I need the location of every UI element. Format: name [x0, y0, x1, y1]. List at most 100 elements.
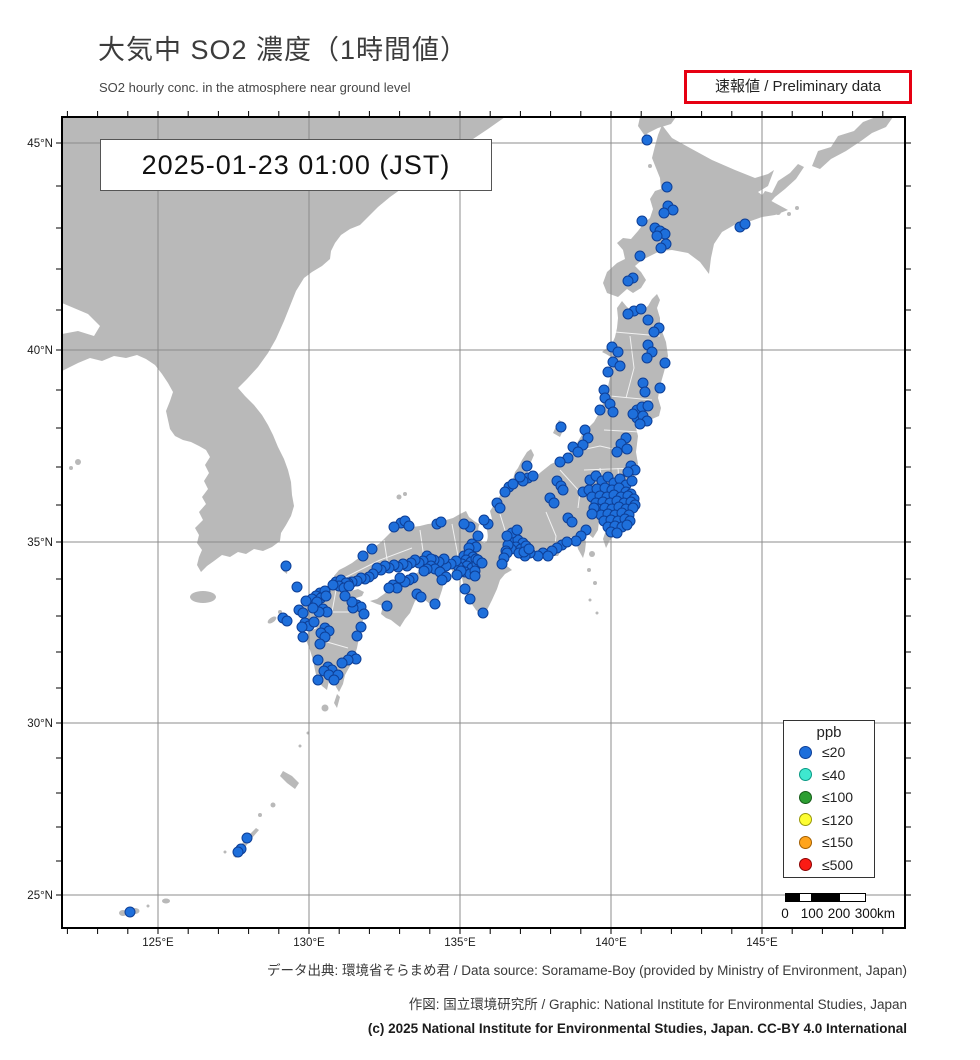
station-dot [641, 352, 653, 364]
station-dot [566, 516, 578, 528]
station-dot [383, 582, 395, 594]
scale-bar: 0 100 200 300 km [781, 893, 925, 935]
station-dot [435, 516, 447, 528]
legend-color-dot [799, 745, 812, 759]
station-dot [611, 446, 623, 458]
land-izu-islands [587, 568, 591, 572]
station-dot [351, 630, 363, 642]
map-frame [61, 116, 906, 929]
svg-text:135°E: 135°E [444, 937, 476, 949]
station-dot [281, 615, 293, 627]
legend-row: ≤120 [784, 809, 874, 832]
station-dot [658, 207, 670, 219]
scale-bar-labels: 0 100 200 300 km [781, 906, 925, 924]
station-dot [739, 218, 751, 230]
station-dot [607, 406, 619, 418]
land-yakushima [321, 704, 329, 712]
land-goto [267, 616, 277, 624]
station-dot [358, 608, 370, 620]
legend-color-dot [799, 790, 812, 804]
station-dot [602, 366, 614, 378]
station-dot [635, 303, 647, 315]
station-dot [642, 400, 654, 412]
page-title: 大気中 SO2 濃度（1時間値） [98, 35, 469, 65]
station-dot [464, 593, 476, 605]
land-shikoku [370, 567, 448, 627]
land-habomai [787, 212, 791, 216]
station-dot [355, 621, 367, 633]
land-okinoerabu [258, 813, 262, 817]
scale-bar-tick-label: 300 [854, 906, 878, 921]
legend-color-dot [799, 858, 812, 872]
station-dot [328, 674, 340, 686]
station-dot [555, 421, 567, 433]
station-dot [327, 579, 339, 591]
station-dot [622, 466, 634, 478]
station-dot [622, 308, 634, 320]
land-izu-islands [595, 611, 599, 615]
station-dot [394, 572, 406, 584]
legend-row: ≤150 [784, 831, 874, 854]
station-dot [451, 569, 463, 581]
station-dot [459, 583, 471, 595]
svg-text:45°N: 45°N [27, 138, 53, 150]
station-dot [291, 581, 303, 593]
legend-row-label: ≤20 [822, 744, 846, 761]
station-dots-layer [124, 134, 751, 918]
station-dot [642, 314, 654, 326]
land-honshu [334, 294, 668, 617]
station-dot [346, 596, 358, 608]
station-dot [586, 508, 598, 520]
land-miyako [162, 898, 170, 904]
station-dot [636, 215, 648, 227]
station-dot [561, 536, 573, 548]
land-kunashir [757, 164, 804, 206]
station-dot [388, 521, 400, 533]
station-dot [403, 520, 415, 532]
page-subtitle: SO2 hourly conc. in the atmosphere near … [99, 80, 411, 95]
station-dot [614, 360, 626, 372]
station-dot [472, 530, 484, 542]
station-dot [621, 443, 633, 455]
land-kerama [223, 850, 227, 854]
station-dot [241, 832, 253, 844]
station-dot [514, 471, 526, 483]
station-dot [648, 326, 660, 338]
station-dot [476, 557, 488, 569]
scale-bar-tick-label: 100 [800, 906, 824, 921]
legend-row: ≤20 [784, 741, 874, 764]
legend-color-dot [799, 813, 812, 827]
station-dot [307, 602, 319, 614]
land-islet [75, 459, 81, 465]
station-dot [572, 446, 584, 458]
station-dot [297, 631, 309, 643]
station-dot [232, 846, 244, 858]
station-dot [124, 906, 136, 918]
svg-text:130°E: 130°E [293, 937, 325, 949]
station-dot [548, 497, 560, 509]
land-islet [69, 466, 73, 470]
land-izu-islands [593, 581, 597, 585]
station-dot [300, 595, 312, 607]
station-dot [621, 519, 633, 531]
svg-text:25°N: 25°N [27, 890, 53, 902]
station-dot [436, 574, 448, 586]
station-dot [594, 404, 606, 416]
svg-text:145°E: 145°E [746, 937, 778, 949]
legend-row: ≤500 [784, 854, 874, 877]
tick-layer [56, 111, 911, 934]
station-dot [511, 524, 523, 536]
station-dot [655, 242, 667, 254]
station-dot [570, 535, 582, 547]
station-dot [612, 346, 624, 358]
scale-bar-segments [785, 893, 868, 904]
land-sakhalin-tip [638, 117, 676, 136]
legend-row-label: ≤100 [822, 789, 854, 806]
station-dot [314, 638, 326, 650]
station-dot [634, 250, 646, 262]
station-dot [611, 527, 623, 539]
station-dot [458, 518, 470, 530]
station-dot [381, 600, 393, 612]
legend: ppb ≤20 ≤40 ≤100 ≤120 ≤150 ≤500 [783, 720, 875, 878]
station-dot [626, 475, 638, 487]
